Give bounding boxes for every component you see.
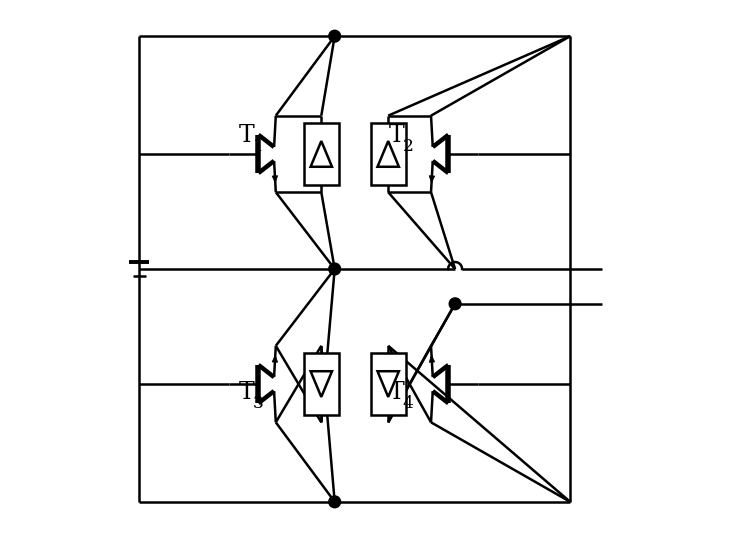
Polygon shape [429,176,435,183]
Polygon shape [378,141,399,167]
Polygon shape [378,371,399,397]
Text: 3: 3 [253,395,263,412]
Circle shape [328,496,341,508]
Text: T: T [388,124,404,147]
Polygon shape [272,355,278,362]
Circle shape [449,298,461,310]
Circle shape [328,263,341,275]
Text: T: T [239,380,254,404]
Bar [371,353,405,415]
Text: 1: 1 [253,138,263,155]
Polygon shape [310,141,332,167]
Bar [371,123,405,185]
Bar [304,123,339,185]
Polygon shape [429,355,435,362]
Text: 4: 4 [402,395,414,412]
Text: T: T [388,380,404,404]
Polygon shape [272,176,278,183]
Circle shape [328,30,341,42]
Text: 2: 2 [402,138,414,155]
Bar [304,353,339,415]
Polygon shape [310,371,332,397]
Text: T: T [239,124,254,147]
